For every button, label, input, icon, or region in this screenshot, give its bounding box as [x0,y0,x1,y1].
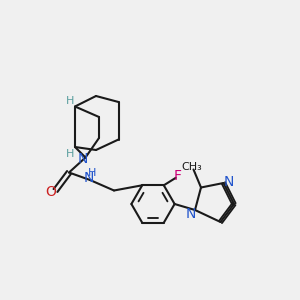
Text: O: O [46,185,56,199]
Text: N: N [224,175,234,188]
Text: H: H [65,95,74,106]
Text: N: N [77,152,88,166]
Text: H: H [88,168,97,178]
Text: CH₃: CH₃ [182,161,203,172]
Text: F: F [173,169,181,183]
Text: N: N [83,172,94,185]
Text: H: H [65,148,74,159]
Text: N: N [185,208,196,221]
